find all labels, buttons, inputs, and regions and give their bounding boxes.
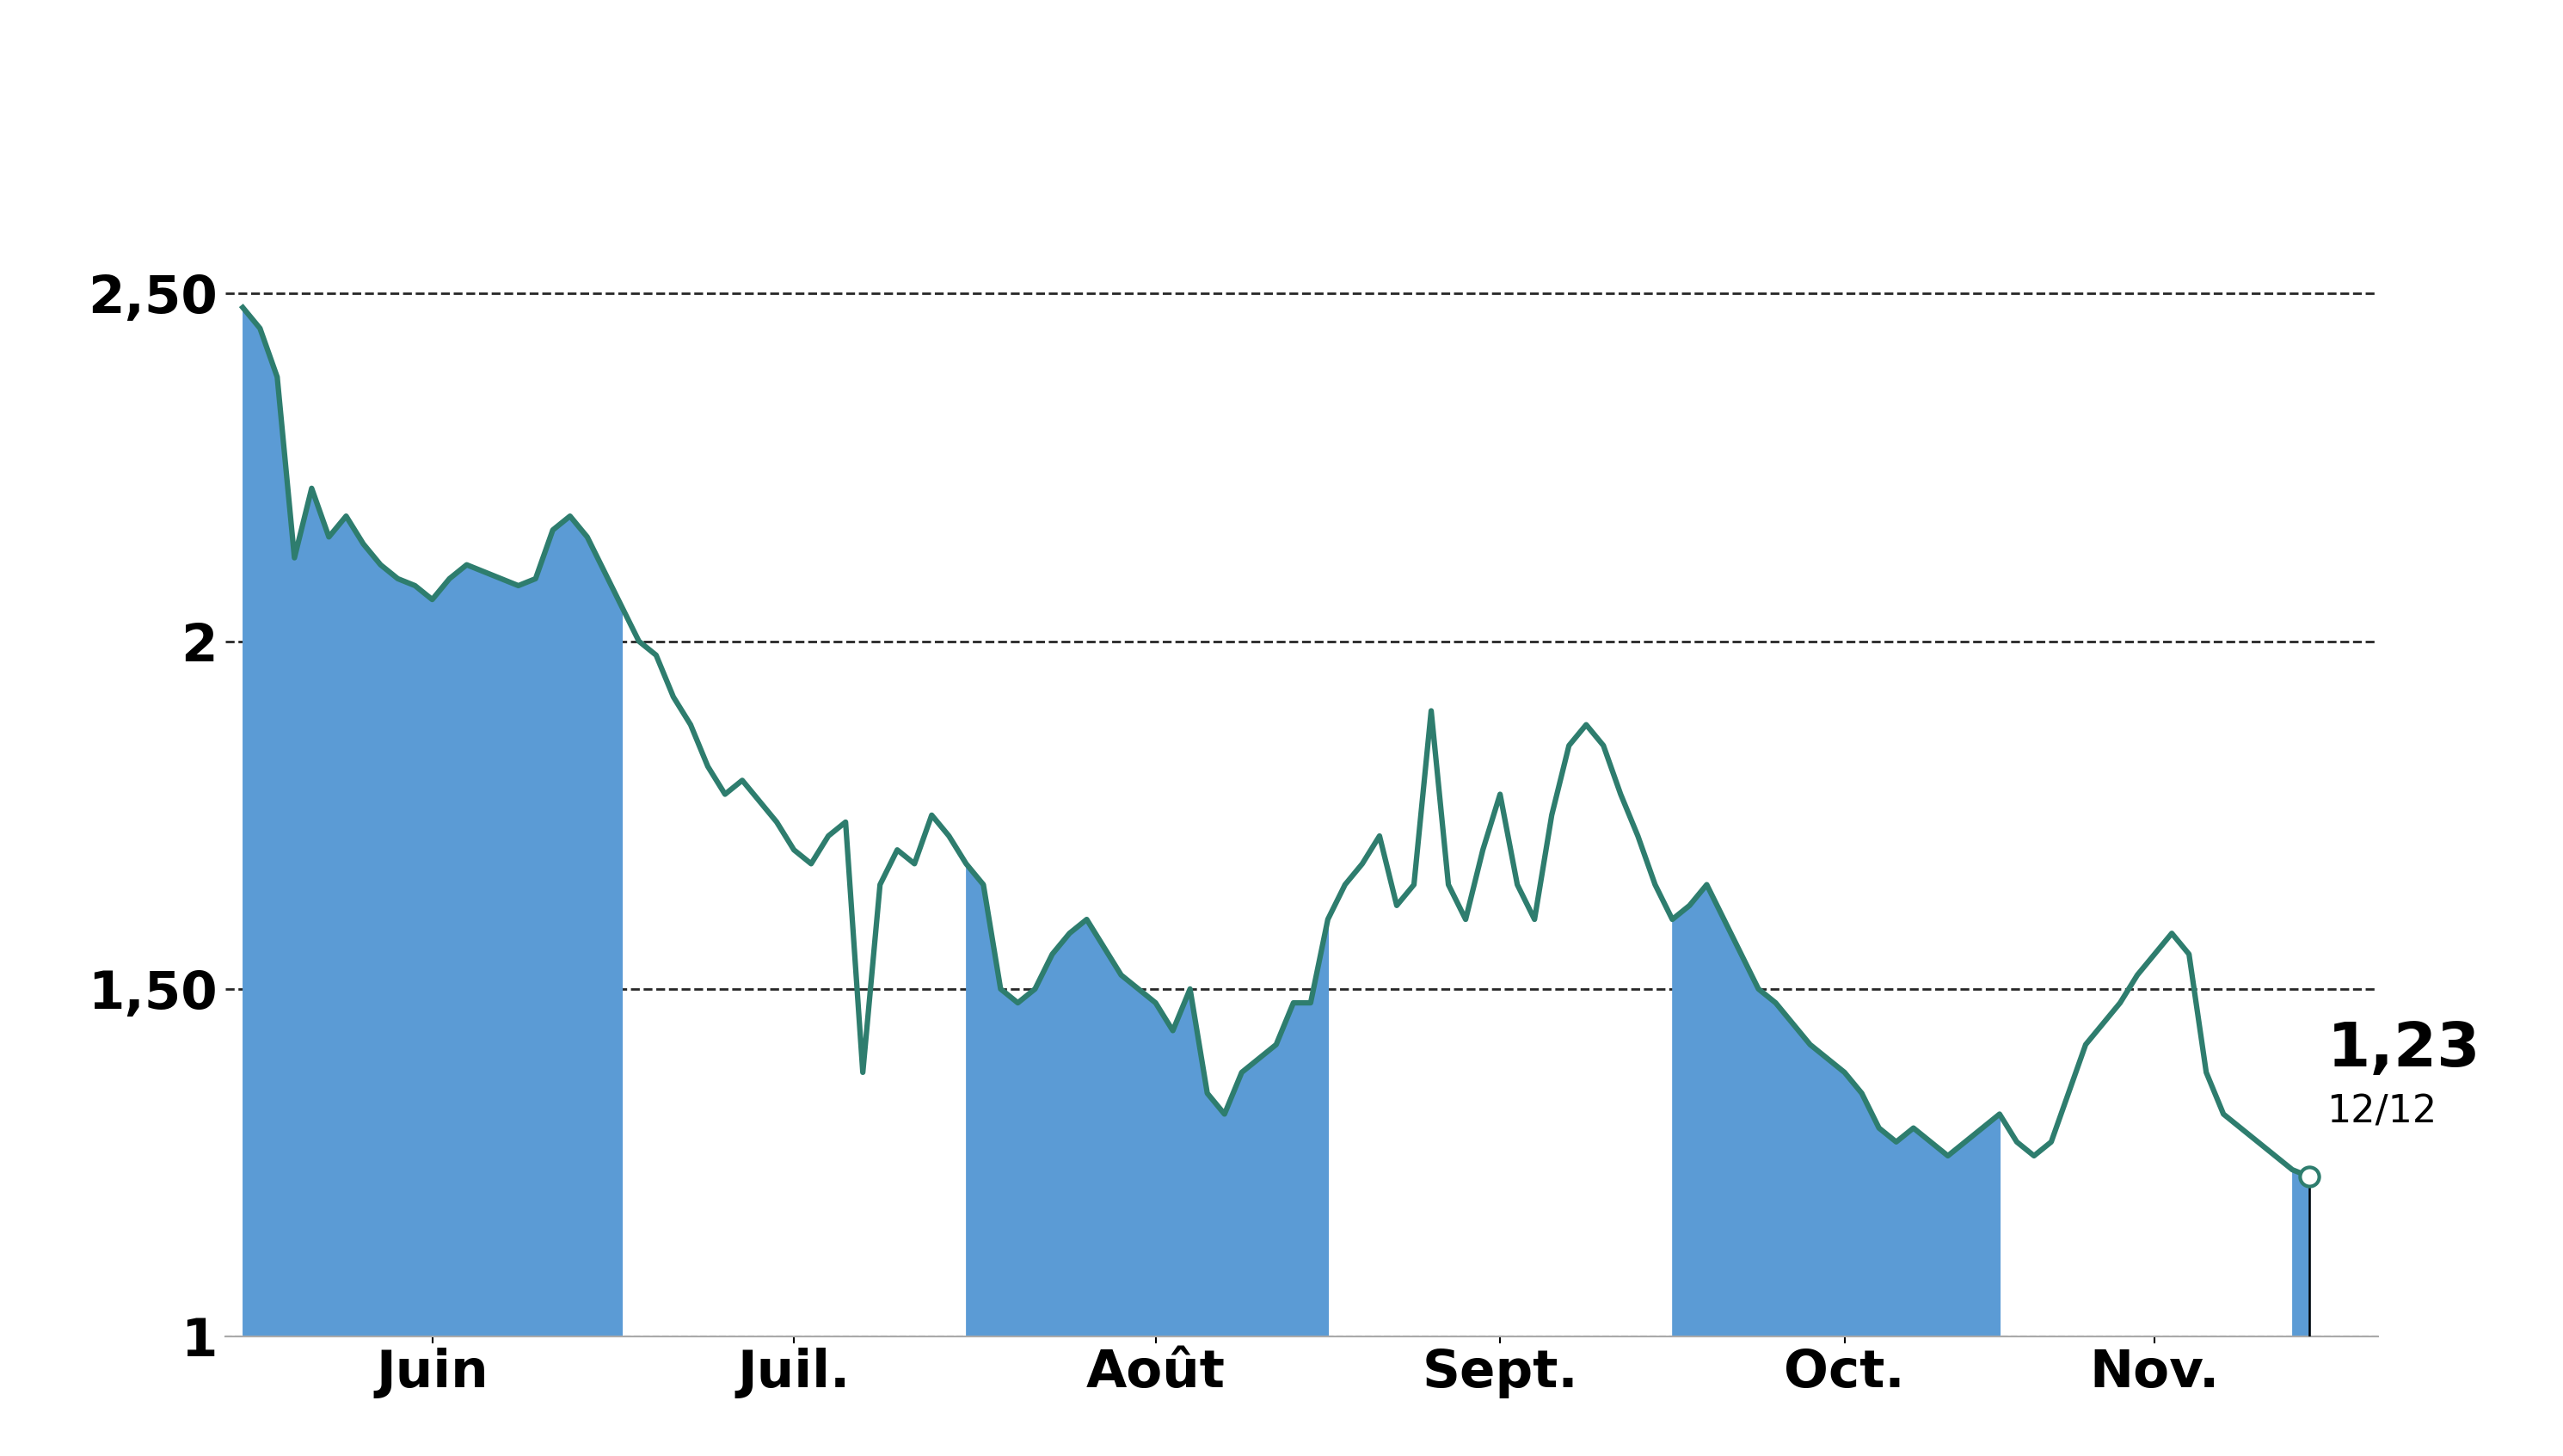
Text: 1,23: 1,23	[2327, 1021, 2481, 1079]
Text: 12/12: 12/12	[2327, 1093, 2437, 1130]
Text: Loop Industries, Inc.: Loop Industries, Inc.	[779, 41, 1784, 122]
